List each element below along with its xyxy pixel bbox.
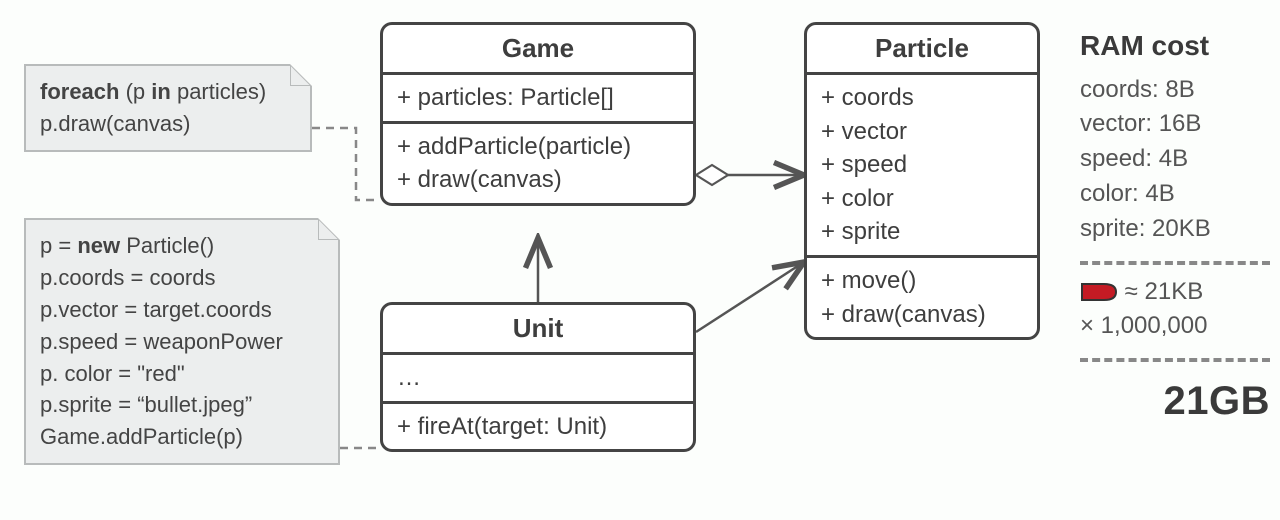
code-line: p = new Particle(): [40, 230, 324, 262]
divider-dashed: [1080, 261, 1270, 265]
code-line: p. color = "red": [40, 358, 324, 390]
code-line: p.coords = coords: [40, 262, 324, 294]
note-fire: p = new Particle() p.coords = coords p.v…: [24, 218, 340, 465]
note-fold-icon: [290, 64, 312, 86]
uml-unit: Unit … + fireAt(target: Unit): [380, 302, 696, 452]
uml-game-attrs: + particles: Particle[]: [383, 75, 693, 124]
uml-particle-methods: + move() + draw(canvas): [807, 258, 1037, 337]
uml-particle: Particle + coords + vector + speed + col…: [804, 22, 1040, 340]
uml-particle-attrs: + coords + vector + speed + color + spri…: [807, 75, 1037, 258]
ram-item: speed: 4B: [1080, 142, 1270, 177]
ram-cost-panel: RAM cost coords: 8B vector: 16B speed: 4…: [1080, 26, 1270, 430]
ram-title: RAM cost: [1080, 26, 1270, 67]
edge-unit-particle: [696, 262, 804, 332]
attr-row: + speed: [821, 148, 1023, 182]
code-line: p.sprite = “bullet.jpeg”: [40, 389, 324, 421]
uml-unit-title: Unit: [383, 305, 693, 355]
attr-row: + coords: [821, 81, 1023, 115]
aggregation-diamond: [696, 165, 728, 185]
uml-game: Game + particles: Particle[] + addPartic…: [380, 22, 696, 206]
ram-item: sprite: 20KB: [1080, 212, 1270, 247]
attr-row: …: [397, 361, 679, 395]
ram-item: vector: 16B: [1080, 107, 1270, 142]
method-row: + move(): [821, 264, 1023, 298]
uml-game-title: Game: [383, 25, 693, 75]
attr-row: + particles: Particle[]: [397, 81, 679, 115]
bullet-icon: [1080, 281, 1118, 303]
code-line: p.speed = weaponPower: [40, 326, 324, 358]
code-line: Game.addParticle(p): [40, 421, 324, 453]
attr-row: + vector: [821, 115, 1023, 149]
attr-row: + color: [821, 182, 1023, 216]
note-fold-icon: [318, 218, 340, 240]
ram-multiplier: × 1,000,000: [1080, 309, 1270, 344]
uml-unit-methods: + fireAt(target: Unit): [383, 404, 693, 450]
method-row: + addParticle(particle): [397, 130, 679, 164]
code-line: p.vector = target.coords: [40, 294, 324, 326]
ram-item: coords: 8B: [1080, 73, 1270, 108]
uml-particle-title: Particle: [807, 25, 1037, 75]
attr-row: + sprite: [821, 215, 1023, 249]
ram-per-instance-text: ≈ 21KB: [1125, 278, 1204, 305]
ram-item: color: 4B: [1080, 177, 1270, 212]
method-row: + fireAt(target: Unit): [397, 410, 679, 444]
code-line: p.draw(canvas): [40, 108, 296, 140]
ram-total: 21GB: [1080, 372, 1270, 430]
ram-per-instance: ≈ 21KB: [1080, 275, 1270, 310]
code-line: foreach (p in particles): [40, 76, 296, 108]
divider-dashed: [1080, 358, 1270, 362]
note-draw: foreach (p in particles) p.draw(canvas): [24, 64, 312, 152]
uml-game-methods: + addParticle(particle) + draw(canvas): [383, 124, 693, 203]
uml-unit-attrs: …: [383, 355, 693, 404]
method-row: + draw(canvas): [821, 298, 1023, 332]
method-row: + draw(canvas): [397, 163, 679, 197]
edge-note-draw: [312, 128, 380, 200]
